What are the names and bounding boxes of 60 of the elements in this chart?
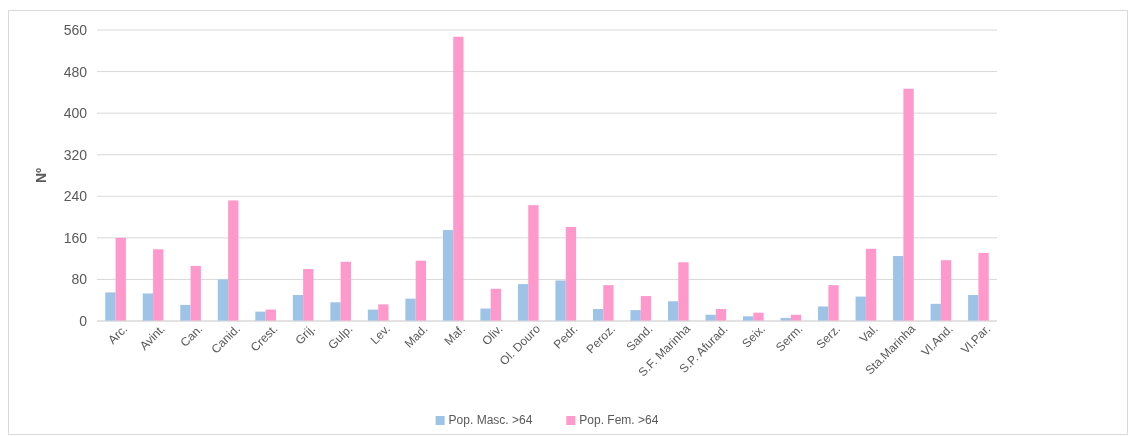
- bar: [865, 248, 877, 321]
- bar: [828, 285, 839, 321]
- bar: [517, 284, 529, 321]
- y-tick-label: 400: [63, 105, 88, 122]
- bar: [978, 252, 989, 321]
- y-tick-label: 0: [79, 312, 88, 329]
- legend-label: Pop. Masc. >64: [448, 413, 533, 427]
- bar: [555, 280, 566, 321]
- bar: [603, 285, 614, 321]
- x-tick-label: Serz.: [813, 321, 844, 352]
- x-tick-label: Lev.: [367, 321, 393, 348]
- bar: [565, 226, 577, 321]
- bar: [180, 304, 191, 321]
- bar: [378, 304, 389, 321]
- bar: [903, 88, 914, 321]
- x-tick-label: Can.: [177, 321, 206, 350]
- y-tick-label: 560: [63, 21, 88, 38]
- bar: [340, 261, 351, 321]
- bar: [818, 306, 829, 321]
- bar: [292, 295, 304, 321]
- y-tick-label: 320: [63, 146, 88, 163]
- y-tick-label: 240: [63, 188, 88, 205]
- y-tick-label: 160: [63, 229, 88, 246]
- y-tick-label: 480: [63, 63, 88, 80]
- bar: [940, 260, 952, 321]
- bar: [228, 200, 239, 321]
- x-tick-label: Maf.: [441, 321, 468, 349]
- y-tick-label: 80: [71, 271, 88, 288]
- bar: [490, 288, 502, 321]
- bar: [667, 301, 679, 321]
- bar: [678, 262, 689, 321]
- bar: [855, 296, 866, 321]
- bar: [330, 302, 341, 321]
- bar: [480, 308, 491, 321]
- bar: [105, 292, 116, 321]
- bar: [893, 256, 904, 321]
- bar: [930, 303, 941, 321]
- bar: [255, 311, 266, 321]
- x-tick-label: Arc.: [105, 321, 131, 347]
- bar: [415, 260, 427, 321]
- x-tick-label: Seix.: [739, 321, 769, 351]
- x-tick-label: Oliv.: [479, 321, 506, 349]
- bar: [303, 269, 314, 321]
- y-axis-title: Nº: [33, 167, 49, 184]
- bar: [453, 36, 464, 321]
- bar: [405, 298, 416, 321]
- bar: [528, 205, 539, 321]
- bar: [630, 310, 641, 321]
- bar: [217, 279, 229, 321]
- bar: [640, 296, 652, 321]
- bar: [142, 293, 154, 321]
- x-tick-label: Grij.: [292, 321, 318, 348]
- bar: [153, 249, 164, 321]
- bar: [190, 265, 201, 321]
- bar: [442, 230, 454, 321]
- legend-label: Pop. Fem. >64: [579, 413, 659, 427]
- x-tick-label: Gulp.: [325, 321, 356, 353]
- bar: [968, 295, 979, 321]
- bar: [753, 312, 764, 321]
- bar: [115, 237, 126, 321]
